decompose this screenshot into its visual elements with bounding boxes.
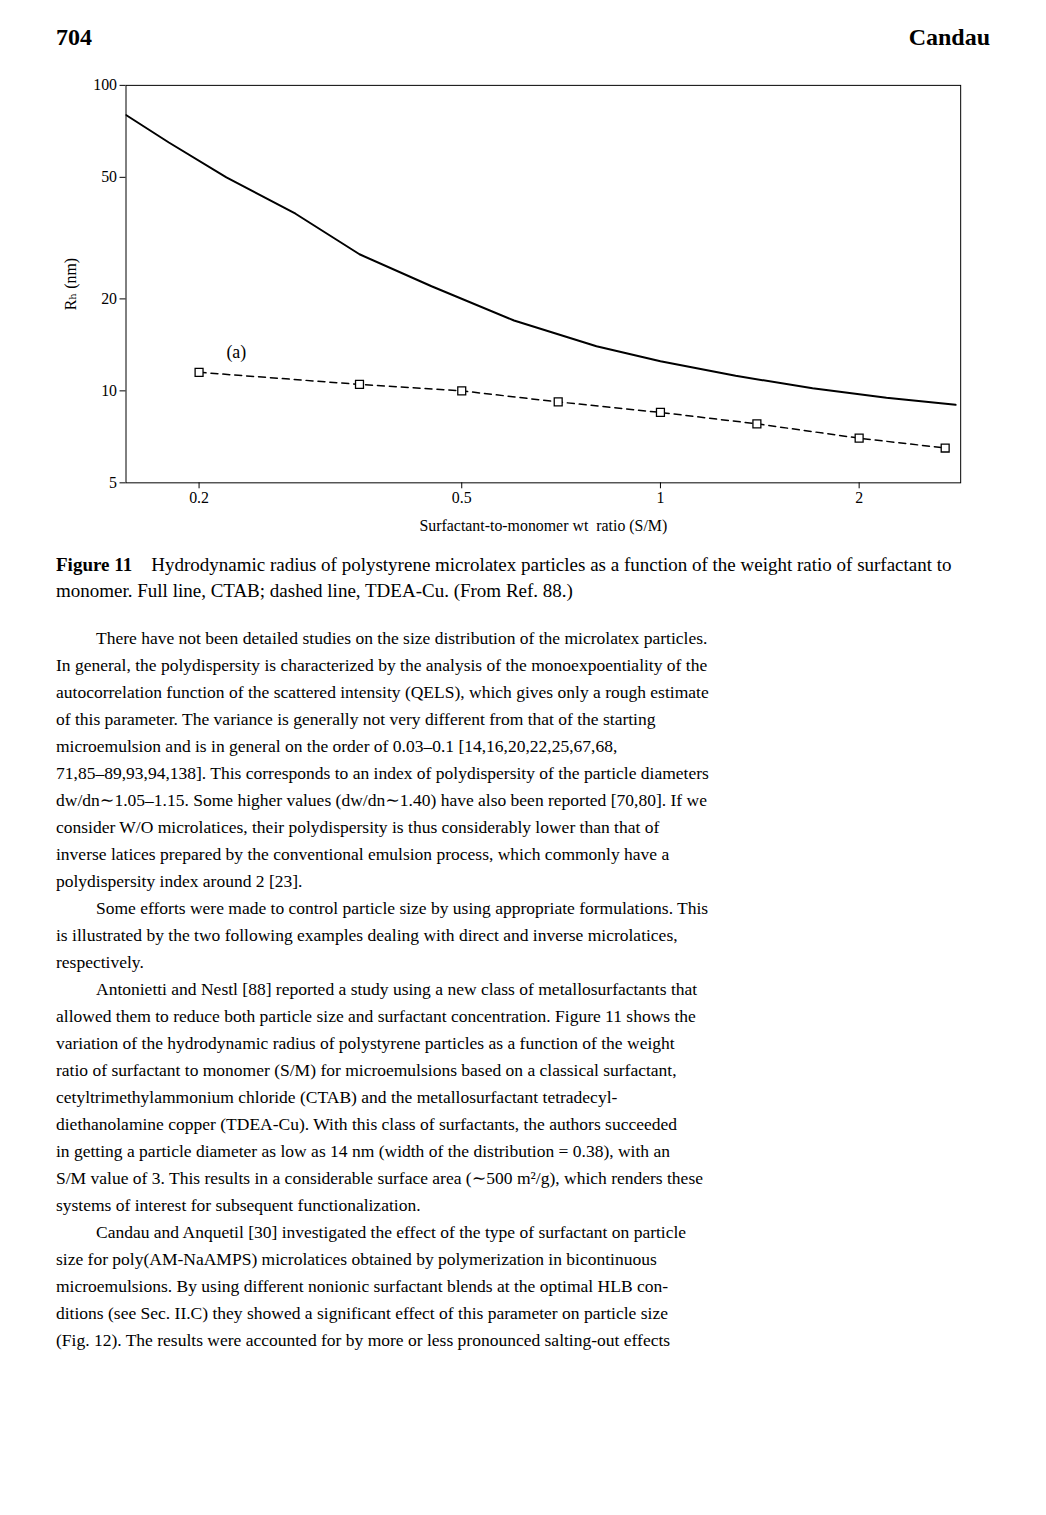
svg-text:5: 5 <box>109 474 117 491</box>
svg-text:(a): (a) <box>226 342 246 363</box>
html-text:(Fig. 12). The results were ac: (Fig. 12). The results were accounted fo… <box>56 1330 671 1351</box>
html-text:704: 704 <box>56 24 92 50</box>
html-text:in getting a particle diameter: in getting a particle diameter as low as… <box>56 1141 670 1162</box>
html-text:inverse latices prepared by th: inverse latices prepared by the conventi… <box>56 844 670 865</box>
html-text:ratio of surfactant to monomer: ratio of surfactant to monomer (S/M) for… <box>56 1060 677 1081</box>
html-text:cetyltrimethylammonium chlorid: cetyltrimethylammonium chloride (CTAB) a… <box>56 1087 618 1108</box>
svg-text:20: 20 <box>101 290 117 307</box>
html-text:consider W/O microlatices, the: consider W/O microlatices, their polydis… <box>56 817 660 838</box>
svg-text:0.5: 0.5 <box>452 489 472 506</box>
html-text:variation of the hydrodynamic: variation of the hydrodynamic radius of … <box>56 1033 675 1054</box>
html-text:ditions (see Sec. II.C) they s: ditions (see Sec. II.C) they showed a si… <box>56 1303 668 1324</box>
html-text:allowed them to reduce both pa: allowed them to reduce both particle siz… <box>56 1006 696 1027</box>
svg-text:2: 2 <box>855 489 863 506</box>
svg-text:1: 1 <box>656 489 664 506</box>
html-text:autocorrelation function of th: autocorrelation function of the scattere… <box>56 682 709 703</box>
svg-text:0.2: 0.2 <box>189 489 209 506</box>
html-text:Candau and Anquetil [30] inves: Candau and Anquetil [30] investigated th… <box>96 1222 687 1243</box>
html-text:respectively.: respectively. <box>56 952 144 973</box>
html-text:Candau: Candau <box>908 24 990 50</box>
html-text:is illustrated by the two foll: is illustrated by the two following exam… <box>56 925 678 946</box>
html-text:Some efforts were made to cont: Some efforts were made to control partic… <box>96 898 709 919</box>
html-text:microemulsion and is in genera: microemulsion and is in general on the o… <box>56 736 618 757</box>
html-text:systems of interest for subseq: systems of interest for subsequent funct… <box>56 1195 421 1216</box>
html-text:size for poly(AM-NaAMPS) micro: size for poly(AM-NaAMPS) microlatices ob… <box>56 1249 657 1270</box>
html-text:Figure 11 Hydrodynamic radius: Figure 11 Hydrodynamic radius of polysty… <box>56 554 952 601</box>
svg-text:100: 100 <box>93 76 117 93</box>
html-text:of this parameter. The varianc: of this parameter. The variance is gener… <box>56 709 656 730</box>
html-text:S/M value of 3. This results i: S/M value of 3. This results in a consid… <box>56 1168 703 1189</box>
svg-text:50: 50 <box>101 168 117 185</box>
html-text:polydispersity index around 2: polydispersity index around 2 [23]. <box>56 871 303 892</box>
svg-text:10: 10 <box>101 382 117 399</box>
html-text:There have not been detailed s: There have not been detailed studies on … <box>96 628 708 649</box>
svg-text:Rₕ (nm): Rₕ (nm) <box>62 258 80 310</box>
html-text:diethanolamine copper (TDEA-Cu: diethanolamine copper (TDEA-Cu). With th… <box>56 1114 677 1135</box>
html-text:microemulsions. By using diffe: microemulsions. By using different nonio… <box>56 1276 669 1297</box>
svg-text:Surfactant-to-monomer wt rati: Surfactant-to-monomer wt ratio (S/M) <box>419 517 667 535</box>
html-text:In general, the polydispersity: In general, the polydispersity is charac… <box>56 655 708 676</box>
html-text:dw/dn∼1.05–1.15. Some higher v: dw/dn∼1.05–1.15. Some higher values (dw/… <box>56 790 707 811</box>
html-text:Antonietti and Nestl [88] repo: Antonietti and Nestl [88] reported a stu… <box>96 979 698 1000</box>
html-text:71,85–89,93,94,138]. This corr: 71,85–89,93,94,138]. This corresponds to… <box>56 763 709 784</box>
